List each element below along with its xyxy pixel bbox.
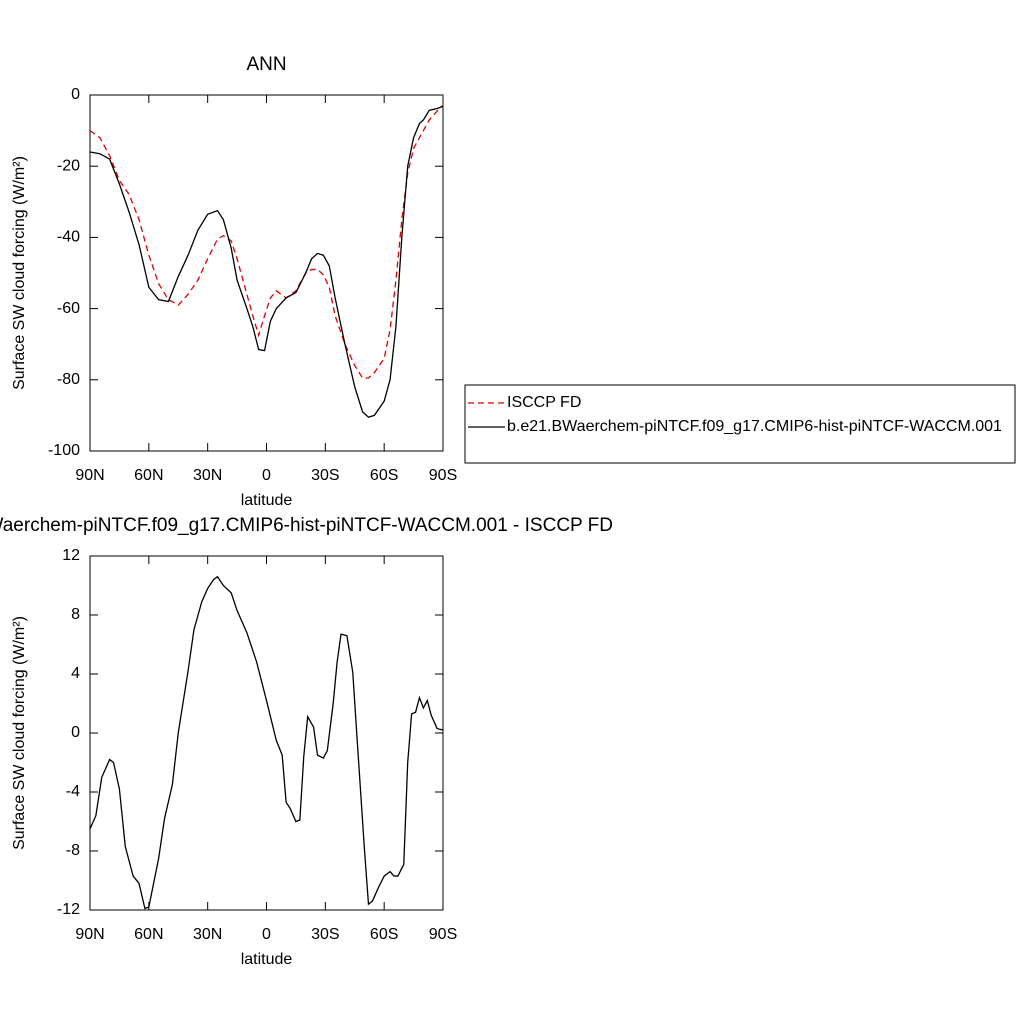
x-axis-label: latitude — [241, 492, 293, 509]
x-tick-label: 90N — [75, 926, 104, 943]
legend-box — [464, 384, 1016, 464]
y-tick-label: 4 — [71, 665, 80, 682]
chart-title: b.e21.BWaerchem-piNTCF.f09_g17.CMIP6-his… — [0, 515, 613, 536]
y-tick-label: -20 — [57, 157, 80, 174]
x-tick-label: 60S — [370, 926, 398, 943]
y-tick-label: -4 — [66, 783, 80, 800]
y-tick-label: -100 — [48, 442, 80, 459]
y-tick-label: 0 — [71, 724, 80, 741]
x-tick-label: 30S — [311, 926, 339, 943]
y-tick-label: -12 — [57, 901, 80, 918]
chart-title: ANN — [246, 54, 286, 75]
x-axis-label: latitude — [241, 951, 293, 968]
y-tick-label: -8 — [66, 842, 80, 859]
x-tick-label: 0 — [262, 926, 271, 943]
y-tick-label: 0 — [71, 86, 80, 103]
plot-frame — [89, 94, 444, 452]
y-axis-label: Surface SW cloud forcing (W/m²) — [11, 616, 28, 850]
x-tick-label: 90S — [429, 926, 457, 943]
plot-frame — [89, 555, 444, 911]
x-tick-label: 90N — [75, 467, 104, 484]
legend-label: ISCCP FD — [507, 394, 581, 411]
data-line — [89, 575, 444, 910]
x-tick-label: 30N — [193, 926, 222, 943]
y-axis-label: Surface SW cloud forcing (W/m²) — [11, 156, 28, 390]
legend-label: b.e21.BWaerchem-piNTCF.f09_g17.CMIP6-his… — [507, 418, 1002, 435]
x-tick-label: 30S — [311, 467, 339, 484]
y-tick-label: 8 — [71, 606, 80, 623]
x-tick-label: 60N — [134, 467, 163, 484]
x-tick-label: 90S — [429, 467, 457, 484]
x-tick-label: 30N — [193, 467, 222, 484]
data-line — [89, 104, 444, 379]
y-tick-label: -40 — [57, 229, 80, 246]
x-tick-label: 0 — [262, 467, 271, 484]
y-tick-label: 12 — [62, 547, 80, 564]
data-line — [89, 105, 444, 418]
x-tick-label: 60N — [134, 926, 163, 943]
y-tick-label: -80 — [57, 371, 80, 388]
x-tick-label: 60S — [370, 467, 398, 484]
y-tick-label: -60 — [57, 300, 80, 317]
